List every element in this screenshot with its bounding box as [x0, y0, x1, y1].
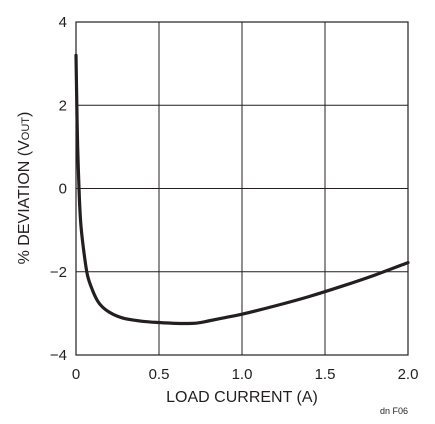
y-tick-label: 2 [59, 97, 67, 114]
y-axis-title-suffix: ) [16, 112, 33, 117]
y-axis-title-prefix: % DEVIATION (V [16, 140, 33, 264]
grid-lines [75, 21, 409, 356]
figure-code: dn F06 [380, 406, 408, 416]
x-tick-label: 0 [72, 366, 80, 383]
x-tick-label: 1.5 [315, 366, 336, 383]
x-tick-label: 1.0 [232, 366, 253, 383]
x-tick-label: 2.0 [398, 366, 419, 383]
y-axis-title-subscript: OUT [20, 117, 32, 141]
y-tick-label: −4 [50, 347, 67, 364]
x-axis-title: LOAD CURRENT (A) [166, 389, 318, 406]
y-tick-label: 4 [59, 14, 67, 31]
deviation-curve [74, 53, 410, 326]
y-tick-label: −2 [50, 264, 67, 281]
y-tick-labels: 4 2 0 −2 −4 [50, 14, 67, 364]
x-tick-labels: 0 0.5 1.0 1.5 2.0 [72, 366, 419, 383]
plot-frame [75, 21, 409, 356]
y-axis-title: % DEVIATION (VOUT) [16, 112, 33, 265]
y-tick-label: 0 [59, 181, 67, 198]
x-tick-label: 0.5 [149, 366, 170, 383]
